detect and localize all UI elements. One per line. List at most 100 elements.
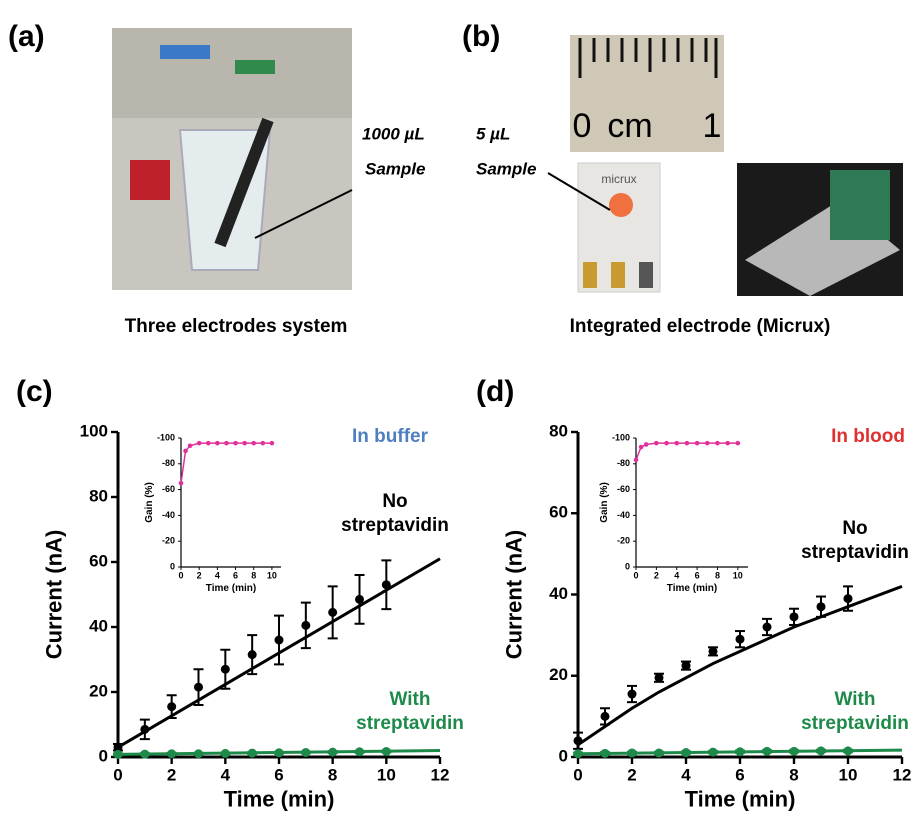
- series-label: With streptavidin: [345, 688, 475, 736]
- point: [275, 636, 284, 645]
- y-tick-label: 40: [89, 616, 108, 635]
- series-label: With streptavidin: [345, 688, 475, 740]
- x-tick-label: 10: [377, 765, 396, 784]
- point: [140, 725, 149, 734]
- y-tick-label: 20: [89, 681, 108, 700]
- point: [628, 690, 637, 699]
- point: [715, 441, 720, 446]
- ruler-label: cm: [607, 107, 652, 145]
- fit-line: [181, 443, 272, 483]
- x-tick-label: 12: [893, 765, 912, 784]
- y-tick-label: -20: [162, 536, 175, 546]
- point: [194, 749, 203, 758]
- point: [242, 441, 247, 446]
- x-tick-label: 0: [633, 571, 638, 581]
- x-axis-label: Time (min): [224, 786, 335, 811]
- annotation: In blood: [831, 426, 905, 447]
- x-tick-label: 6: [695, 571, 700, 581]
- ruler-label: 0: [573, 107, 592, 145]
- y-tick-label: -40: [162, 510, 175, 520]
- point: [844, 594, 853, 603]
- ruler-label: 1: [703, 107, 722, 145]
- point: [215, 441, 220, 446]
- x-axis-label: Time (min): [206, 583, 256, 594]
- y-tick-label: -20: [617, 536, 630, 546]
- point: [844, 746, 853, 755]
- point: [224, 441, 229, 446]
- clip: [235, 60, 275, 74]
- x-tick-label: 2: [197, 571, 202, 581]
- x-tick-label: 10: [839, 765, 858, 784]
- point: [644, 442, 649, 447]
- point: [639, 445, 644, 450]
- y-tick-label: 40: [549, 584, 568, 603]
- point: [664, 441, 669, 446]
- point: [574, 736, 583, 745]
- y-tick-label: -100: [157, 432, 175, 442]
- point: [601, 712, 610, 721]
- y-axis-label: Gain (%): [599, 482, 610, 523]
- caption: Three electrodes system: [125, 316, 348, 337]
- point: [763, 747, 772, 756]
- x-tick-label: 8: [251, 571, 256, 581]
- page: (a) 1000 µL Sample Three electrodes syst…: [0, 0, 917, 817]
- point: [682, 661, 691, 670]
- panel-label: (c): [16, 375, 53, 408]
- x-tick-label: 8: [715, 571, 720, 581]
- point: [328, 608, 337, 617]
- x-tick-label: 0: [178, 571, 183, 581]
- point: [601, 749, 610, 758]
- y-tick-label: 0: [99, 746, 108, 765]
- series-label: With streptavidin: [790, 688, 917, 736]
- point: [197, 441, 202, 446]
- series-label: No streptavidin: [790, 517, 917, 565]
- x-tick-label: 2: [627, 765, 636, 784]
- series-label: No streptavidin: [790, 517, 917, 569]
- x-tick-label: 0: [573, 765, 582, 784]
- x-axis-label: Time (min): [685, 786, 796, 811]
- panel-label: (b): [462, 20, 500, 53]
- chip-pad: [639, 262, 653, 288]
- series-label: No streptavidin: [330, 490, 460, 538]
- y-tick-label: -100: [612, 432, 630, 442]
- panel-label: (d): [476, 375, 514, 408]
- y-axis-label: Current (nA): [42, 530, 67, 660]
- point: [328, 748, 337, 757]
- point: [206, 441, 211, 446]
- chip-pad: [583, 262, 597, 288]
- point: [188, 443, 193, 448]
- point: [114, 750, 123, 759]
- point: [183, 449, 188, 454]
- point: [248, 749, 257, 758]
- point: [167, 702, 176, 711]
- point: [674, 441, 679, 446]
- point: [725, 441, 730, 446]
- point: [574, 749, 583, 758]
- point: [790, 612, 799, 621]
- annotation: 5 µL: [476, 124, 510, 143]
- y-tick-label: -80: [617, 458, 630, 468]
- point: [682, 748, 691, 757]
- point: [685, 441, 690, 446]
- point: [221, 665, 230, 674]
- x-axis-label: Time (min): [667, 583, 717, 594]
- x-tick-label: 0: [113, 765, 122, 784]
- x-tick-label: 12: [431, 765, 450, 784]
- x-tick-label: 2: [654, 571, 659, 581]
- x-tick-label: 10: [733, 571, 743, 581]
- clip: [160, 45, 210, 59]
- device-board: [830, 170, 890, 240]
- point: [270, 441, 275, 446]
- point: [736, 441, 741, 446]
- x-tick-label: 4: [215, 571, 220, 581]
- x-tick-label: 4: [681, 765, 691, 784]
- point: [275, 748, 284, 757]
- point: [817, 746, 826, 755]
- series-label: With streptavidin: [790, 688, 917, 740]
- chip-label: micrux: [601, 172, 636, 186]
- point: [233, 441, 238, 446]
- point: [709, 647, 718, 656]
- y-tick-label: 60: [89, 551, 108, 570]
- clip: [130, 160, 170, 200]
- series-label: No streptavidin: [330, 490, 460, 542]
